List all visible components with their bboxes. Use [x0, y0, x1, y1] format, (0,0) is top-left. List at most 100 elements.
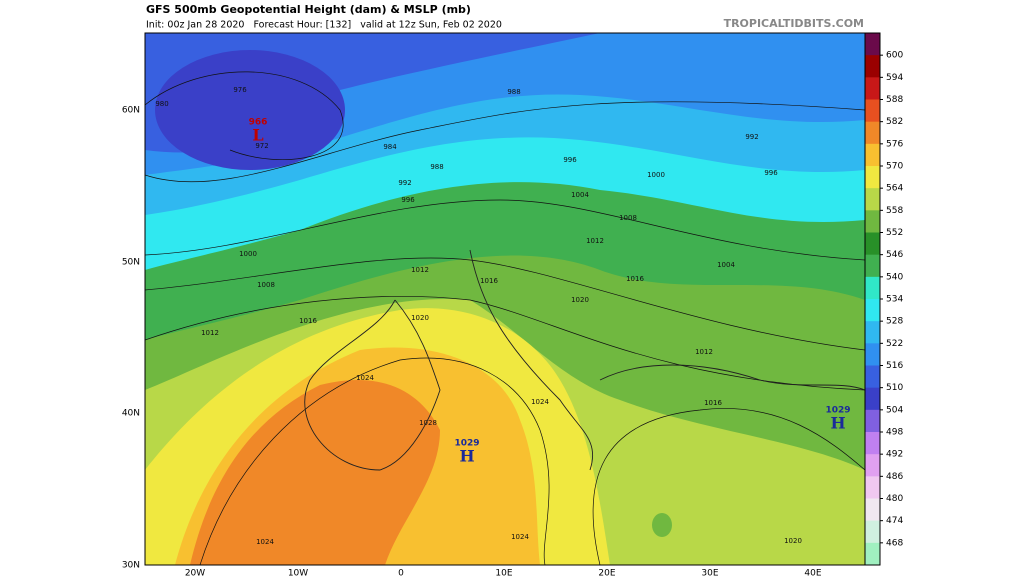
colorbar-label: 528: [886, 317, 903, 327]
center-pressure: 1029: [825, 406, 850, 416]
isobar-label: 1024: [511, 533, 529, 541]
isobar-label: 992: [745, 133, 758, 141]
lon-label: 20E: [598, 569, 615, 576]
colorbar-frame: [864, 32, 881, 566]
colorbar-cell: [865, 498, 880, 522]
colorbar-label: 534: [886, 295, 903, 305]
colorbar-cell: [865, 210, 880, 233]
colorbar-cell: [865, 365, 880, 389]
colorbar-cell: [865, 77, 880, 100]
colorbar-cell: [865, 188, 880, 211]
isobar-label: 1020: [784, 537, 802, 545]
isobar-label: 1016: [626, 275, 644, 283]
lon-label: 10E: [495, 569, 512, 576]
isobar-label: 1008: [257, 281, 275, 289]
colorbar-label: 516: [886, 361, 903, 371]
isobar-label: 1012: [411, 266, 429, 274]
colorbar-label: 582: [886, 117, 903, 127]
colorbar-label: 546: [886, 250, 903, 260]
center-letter: L: [252, 126, 263, 145]
isobar-label: 1008: [619, 214, 637, 222]
isobar-label: 1016: [299, 317, 317, 325]
title: GFS 500mb Geopotential Height (dam) & MS…: [146, 3, 471, 16]
lon-label: 20W: [185, 569, 205, 576]
colorbar-cell: [865, 476, 880, 499]
isobar-label: 1028: [419, 419, 437, 427]
colorbar-label: 486: [886, 472, 903, 482]
subtitle: Init: 00z Jan 28 2020 Forecast Hour: [13…: [146, 20, 502, 31]
lat-label: 40N: [122, 409, 140, 419]
isobar-label: 1020: [411, 314, 429, 322]
colorbar-cell: [865, 432, 880, 455]
colorbar-cell: [865, 33, 880, 56]
colorbar-cell: [865, 276, 880, 300]
isobar-label: 976: [233, 86, 247, 94]
colorbar-label: 558: [886, 206, 903, 216]
colorbar-cell: [865, 143, 880, 167]
colorbar-cell: [865, 166, 880, 189]
isobar-label: 996: [401, 196, 415, 204]
isobar-label: 1004: [717, 261, 735, 269]
isobar-label: 1016: [704, 399, 722, 407]
isobar-label: 1012: [586, 237, 604, 245]
colorbar-label: 600: [886, 51, 903, 61]
center-letter: H: [459, 447, 474, 466]
colorbar-label: 504: [886, 405, 903, 415]
isobar-label: 984: [383, 143, 397, 151]
colorbar-cell: [865, 55, 880, 78]
colorbar-cell: [865, 321, 880, 344]
isobar-label: 1000: [239, 250, 257, 258]
colorbar-cell: [865, 99, 880, 123]
center-letter: H: [830, 414, 845, 433]
isobar-label: 972: [255, 142, 268, 150]
lon-label: 30E: [701, 569, 718, 576]
isobar-label: 980: [155, 100, 168, 108]
isobar-label: 1016: [480, 277, 498, 285]
colorbar-cell: [865, 454, 880, 477]
center-pressure: 1029: [454, 439, 479, 449]
isobar-label: 996: [563, 156, 577, 164]
isobar-label: 1000: [647, 171, 665, 179]
colorbar-label: 588: [886, 95, 903, 105]
colorbar-cell: [865, 343, 880, 366]
colorbar-cell: [865, 299, 880, 322]
colorbar-label: 480: [886, 494, 903, 504]
colorbar-label: 474: [886, 516, 903, 526]
colorbar-label: 540: [886, 272, 903, 282]
isobars: [145, 71, 865, 565]
colorbar-cell: [865, 121, 880, 145]
isobar-label: 988: [430, 163, 443, 171]
colorbar-cell: [865, 387, 880, 411]
isobar-label: 988: [507, 88, 520, 96]
colorbar-label: 492: [886, 450, 903, 460]
isobar-label: 1004: [571, 191, 589, 199]
isobar-label: 1012: [201, 329, 219, 337]
isobar-label: 1024: [256, 538, 274, 546]
lat-label: 50N: [122, 258, 140, 268]
colorbar-label: 510: [886, 383, 903, 393]
colorbar-cell: [865, 520, 880, 544]
colorbar-label: 498: [886, 428, 903, 438]
colorbar-label: 570: [886, 162, 903, 172]
watermark: TROPICALTIDBITS.COM: [724, 17, 864, 30]
colorbar-label: 468: [886, 538, 903, 548]
isobar-label: 1024: [531, 398, 549, 406]
colorbar-label: 564: [886, 184, 903, 194]
isobar-label: 996: [764, 169, 778, 177]
lat-label: 60N: [122, 106, 140, 116]
isobar-label: 1012: [695, 348, 713, 356]
map-fill: [145, 33, 865, 565]
lon-label: 10W: [288, 569, 308, 576]
colorbar-cell: [865, 232, 880, 256]
colorbar-label: 594: [886, 73, 903, 83]
isobar-label: 992: [398, 179, 411, 187]
colorbar-label: 522: [886, 339, 903, 349]
lon-label: 40E: [804, 569, 821, 576]
colorbar-label: 552: [886, 228, 903, 238]
lat-label: 30N: [122, 561, 140, 571]
colorbar-cell: [865, 542, 880, 566]
colorbar-label: 576: [886, 139, 903, 149]
colorbar-cell: [865, 409, 880, 433]
center-pressure: 966: [249, 118, 268, 128]
